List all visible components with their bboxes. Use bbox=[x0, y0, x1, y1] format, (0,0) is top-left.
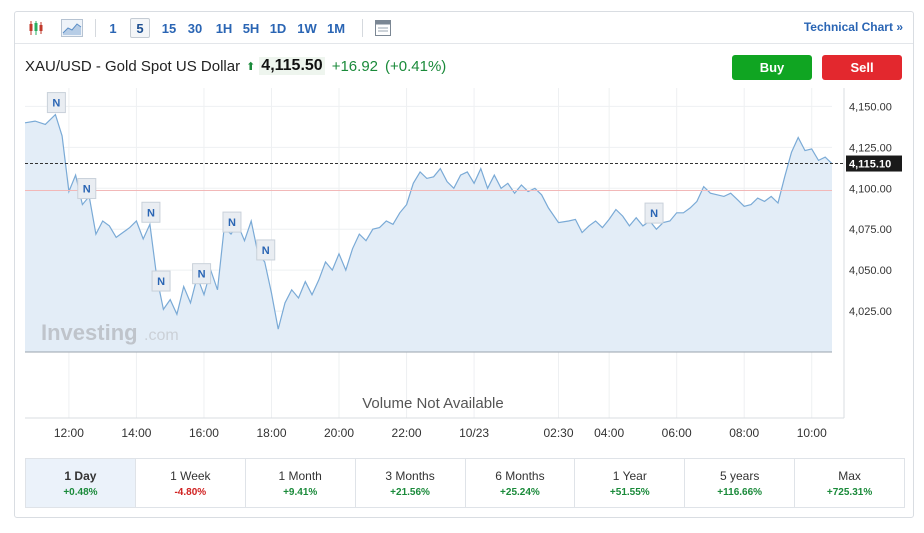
period-label: 5 years bbox=[720, 468, 760, 483]
period-1-month[interactable]: 1 Month +9.41% bbox=[246, 459, 356, 507]
period-change: -4.80% bbox=[174, 486, 207, 498]
x-tick-label: 18:00 bbox=[256, 426, 286, 440]
period-5-years[interactable]: 5 years +116.66% bbox=[685, 459, 796, 507]
x-tick-label: 02:30 bbox=[543, 426, 573, 440]
x-tick-label: 10:00 bbox=[797, 426, 827, 440]
current-price-tag bbox=[846, 155, 902, 172]
investing-watermark-suffix: .com bbox=[144, 327, 179, 344]
period-label: 1 Week bbox=[170, 468, 211, 483]
period-change: +25.24% bbox=[500, 486, 540, 498]
y-tick-label: 4,125.00 bbox=[849, 142, 892, 154]
technical-chart-label: Technical Chart bbox=[803, 20, 893, 34]
investing-watermark: Investing bbox=[41, 320, 138, 345]
news-marker[interactable] bbox=[141, 201, 161, 223]
news-marker[interactable] bbox=[644, 202, 664, 224]
timeframe-1m[interactable]: 1M bbox=[326, 20, 346, 36]
volume-not-available: Volume Not Available bbox=[362, 395, 503, 412]
news-marker-label: N bbox=[147, 207, 155, 219]
price-line bbox=[24, 113, 833, 330]
instrument-name: XAU/USD - Gold Spot US Dollar bbox=[25, 57, 241, 75]
period-6-months[interactable]: 6 Months +25.24% bbox=[466, 459, 576, 507]
period-change: +0.48% bbox=[63, 486, 98, 498]
period-change: +21.56% bbox=[390, 486, 430, 498]
timeframe-1[interactable]: 1 bbox=[109, 20, 117, 36]
timeframe-5h[interactable]: 5H bbox=[242, 20, 260, 36]
current-price-label: 4,115.10 bbox=[849, 159, 891, 171]
instrument-header: XAU/USD - Gold Spot US Dollar ⬆ 4,115.50… bbox=[25, 55, 446, 77]
news-marker[interactable] bbox=[256, 239, 276, 261]
buy-button[interactable]: Buy bbox=[732, 55, 812, 80]
news-marker-label: N bbox=[198, 269, 206, 281]
y-tick-label: 4,075.00 bbox=[849, 224, 892, 236]
area-chart-icon[interactable] bbox=[60, 17, 84, 39]
period-change: +725.31% bbox=[826, 486, 873, 498]
x-tick-label: 08:00 bbox=[729, 426, 759, 440]
period-label: 6 Months bbox=[495, 468, 545, 483]
news-marker-label: N bbox=[83, 184, 91, 196]
timeframe-5[interactable]: 5 bbox=[130, 18, 150, 38]
price-change-percent: (+0.41%) bbox=[385, 57, 447, 75]
timeframe-1h[interactable]: 1H bbox=[215, 20, 233, 36]
x-tick-label: 04:00 bbox=[594, 426, 624, 440]
y-tick-label: 4,150.00 bbox=[849, 101, 892, 113]
period-label: 1 Day bbox=[64, 468, 97, 483]
price-area bbox=[25, 114, 832, 352]
period-label: 1 Year bbox=[612, 468, 647, 483]
x-tick-label: 10/23 bbox=[459, 426, 489, 440]
news-marker-label: N bbox=[262, 245, 270, 257]
period-label: 1 Month bbox=[278, 468, 322, 483]
y-tick-label: 4,100.00 bbox=[849, 183, 892, 195]
news-marker-label: N bbox=[157, 276, 165, 288]
news-marker-label: N bbox=[52, 98, 60, 110]
toolbar-divider bbox=[95, 19, 96, 37]
news-marker[interactable] bbox=[222, 211, 242, 233]
technical-chart-link[interactable]: Technical Chart » bbox=[804, 20, 903, 34]
news-marker-label: N bbox=[228, 217, 236, 229]
price-change: +16.92 bbox=[331, 57, 378, 75]
period-change: +51.55% bbox=[609, 486, 650, 498]
chart-widget: 1 5 15 30 1H 5H 1D 1W 1M Technical Chart » XAU/U… bbox=[14, 11, 914, 518]
period-label: Max bbox=[838, 468, 861, 483]
price-chart[interactable]: 4,150.00 4,125.00 4,100.00 4,075.00 4,050.00… bbox=[15, 88, 913, 448]
timeframe-30[interactable]: 30 bbox=[187, 20, 203, 36]
y-tick-label: 4,025.00 bbox=[849, 306, 892, 318]
y-tick-label: 4,050.00 bbox=[849, 265, 892, 277]
calendar-icon[interactable] bbox=[372, 17, 394, 39]
period-1-week[interactable]: 1 Week -4.80% bbox=[136, 459, 246, 507]
toolbar-divider bbox=[362, 19, 363, 37]
x-tick-label: 06:00 bbox=[662, 426, 692, 440]
news-marker[interactable] bbox=[77, 178, 97, 200]
sell-button[interactable]: Sell bbox=[822, 55, 902, 80]
x-tick-label: 20:00 bbox=[324, 426, 354, 440]
news-marker[interactable] bbox=[46, 92, 66, 114]
period-change: +116.66% bbox=[717, 486, 763, 498]
news-marker[interactable] bbox=[151, 270, 171, 292]
x-tick-label: 16:00 bbox=[189, 426, 219, 440]
arrow-up-icon: ⬆ bbox=[246, 60, 256, 73]
x-tick-label: 22:00 bbox=[392, 426, 422, 440]
x-tick-label: 12:00 bbox=[54, 426, 84, 440]
candlestick-chart-icon[interactable] bbox=[25, 17, 47, 39]
news-marker[interactable] bbox=[192, 263, 212, 285]
period-3-months[interactable]: 3 Months +21.56% bbox=[356, 459, 466, 507]
double-chevron-right-icon: » bbox=[896, 20, 903, 34]
timeframe-1w[interactable]: 1W bbox=[297, 20, 317, 36]
period-change: +9.41% bbox=[283, 486, 318, 498]
chart-toolbar: 1 5 15 30 1H 5H 1D 1W 1M Technical Chart » bbox=[15, 12, 913, 44]
last-price: 4,115.50 bbox=[259, 57, 325, 75]
timeframe-1d[interactable]: 1D bbox=[269, 20, 287, 36]
timeframe-15[interactable]: 15 bbox=[161, 20, 177, 36]
news-marker-label: N bbox=[650, 208, 658, 220]
period-label: 3 Months bbox=[385, 468, 435, 483]
x-tick-label: 14:00 bbox=[121, 426, 151, 440]
period-1-year[interactable]: 1 Year +51.55% bbox=[575, 459, 686, 507]
performance-periods: 1 Day +0.48% 1 Week -4.80% 1 Month +9.41% 3 Mo… bbox=[25, 458, 905, 508]
period-max[interactable]: Max +725.31% bbox=[795, 459, 904, 507]
period-1-day[interactable]: 1 Day +0.48% bbox=[26, 459, 136, 507]
